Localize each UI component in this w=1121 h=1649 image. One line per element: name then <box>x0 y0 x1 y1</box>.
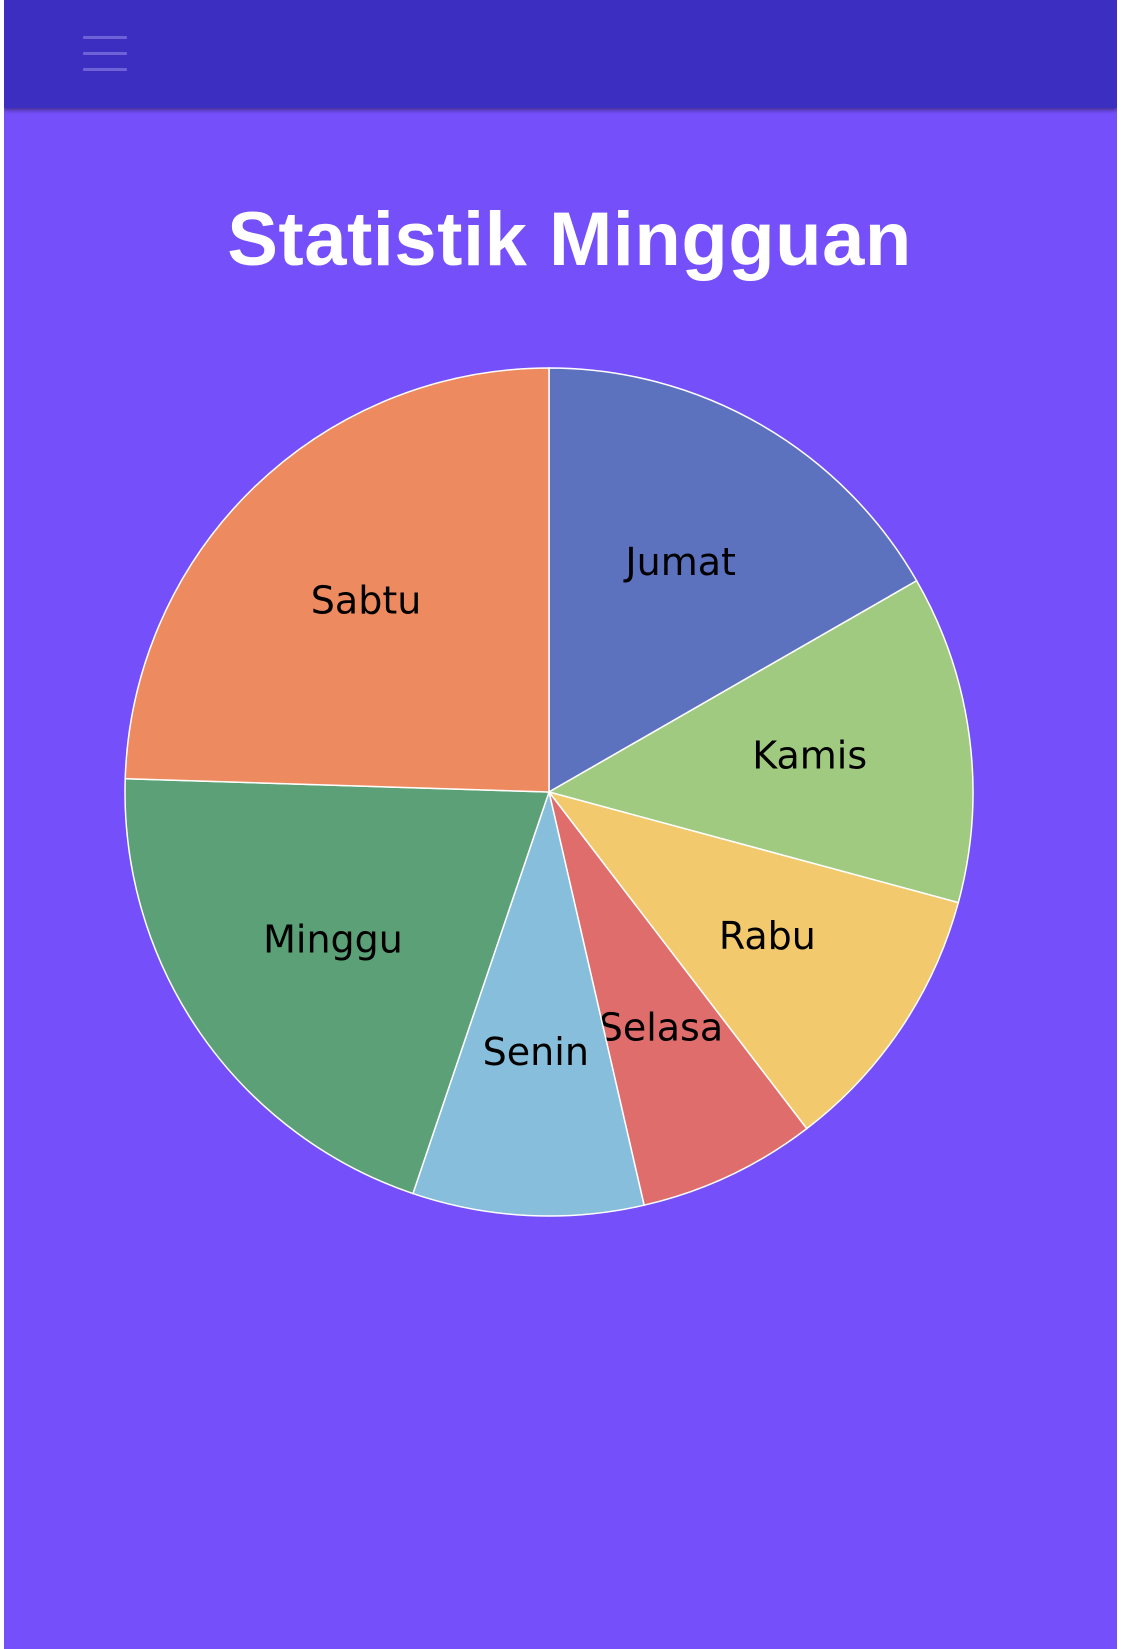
hamburger-menu-icon[interactable] <box>76 30 132 80</box>
slice-label-sabtu: Sabtu <box>311 579 422 623</box>
pie-slice-selasa <box>548 791 808 1207</box>
slice-label-selasa: Selasa <box>599 1005 723 1049</box>
pie-slice-rabu <box>547 790 960 1130</box>
slice-label-minggu: Minggu <box>263 917 403 961</box>
top-app-bar <box>4 0 1117 108</box>
pie-slice-jumat <box>548 367 918 794</box>
pie-slice-minggu <box>124 777 551 1195</box>
slice-label-kamis: Kamis <box>752 734 867 778</box>
app-screen: Statistik Mingguan Jumat Kamis Rabu Selasa S… <box>4 0 1117 1649</box>
slice-label-jumat: Jumat <box>623 540 736 584</box>
pie-slice-senin <box>411 789 645 1217</box>
slice-label-rabu: Rabu <box>719 914 816 958</box>
page-title: Statistik Mingguan <box>227 197 912 282</box>
pie-slice-kamis <box>547 579 974 904</box>
slice-label-senin: Senin <box>483 1030 589 1074</box>
pie-slice-sabtu <box>124 367 550 793</box>
